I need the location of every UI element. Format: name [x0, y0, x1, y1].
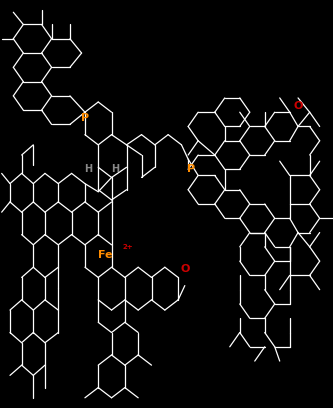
Text: Fe: Fe: [98, 250, 112, 260]
Text: H: H: [111, 164, 119, 174]
Text: O: O: [293, 101, 303, 111]
Text: O: O: [180, 264, 189, 274]
Text: 2+: 2+: [123, 244, 134, 250]
Text: P: P: [187, 164, 195, 174]
Text: H: H: [84, 164, 92, 174]
Text: P: P: [81, 113, 89, 123]
